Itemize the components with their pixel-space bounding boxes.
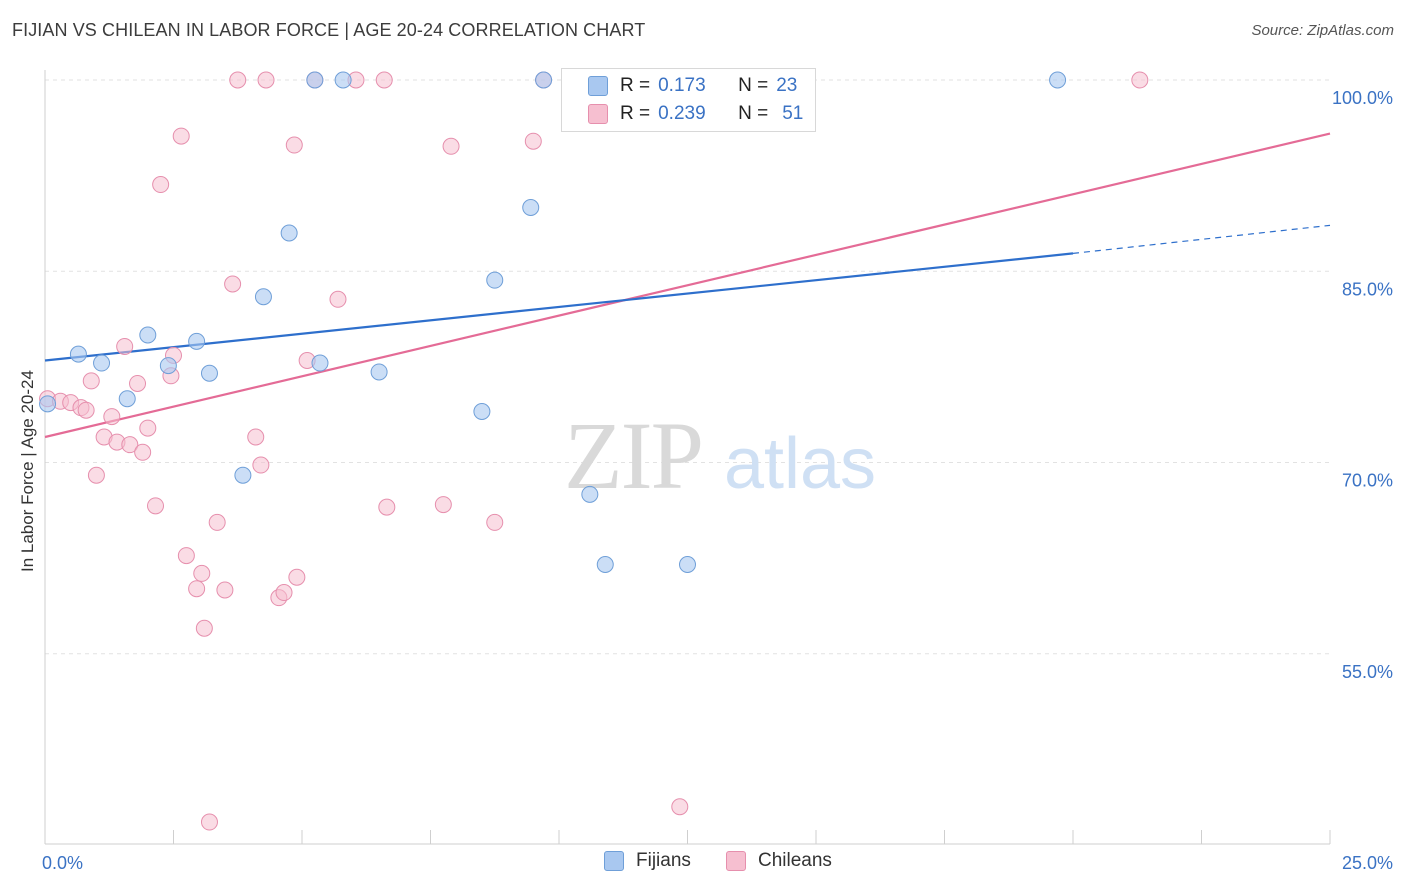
fijians-point	[200, 364, 218, 382]
chileans-point	[208, 513, 226, 531]
chart-title: FIJIAN VS CHILEAN IN LABOR FORCE | AGE 2…	[12, 20, 646, 40]
chileans-point	[247, 428, 265, 446]
fijians-point	[334, 71, 352, 89]
chileans-point	[375, 71, 393, 89]
chileans-point	[134, 443, 152, 461]
chileans-point	[224, 275, 242, 293]
chileans-point	[147, 497, 165, 515]
chileans-n-value: 51	[782, 103, 804, 124]
chileans-point	[172, 127, 190, 145]
correlation-legend: R = 0.173 N = 23 R = 0.239 N = 51	[561, 68, 816, 132]
chileans-point	[103, 408, 121, 426]
fijians-point	[370, 363, 388, 381]
chileans-point	[257, 71, 275, 89]
chileans-legend-row: R = 0.239 N = 51	[620, 102, 803, 126]
fijians-point	[1049, 71, 1067, 89]
chileans-point	[1131, 71, 1149, 89]
chileans-point	[116, 337, 134, 355]
y-tick-labels: 100.0% 85.0% 70.0% 55.0%	[1332, 88, 1393, 682]
y-axis-label: In Labor Force | Age 20-24	[18, 370, 37, 572]
fijians-point	[581, 485, 599, 503]
chileans-point	[229, 71, 247, 89]
fijians-trend-extension	[1072, 224, 1331, 254]
chileans-point	[82, 372, 100, 390]
chileans-swatch	[588, 104, 608, 124]
y-tick-label: 85.0%	[1342, 279, 1393, 299]
fijians-point	[69, 345, 87, 363]
y-tick-label: 100.0%	[1332, 88, 1393, 108]
chileans-point	[378, 498, 396, 516]
fijians-point	[280, 224, 298, 242]
chileans-point	[121, 436, 139, 454]
fijians-point	[473, 403, 491, 420]
fijians-legend-row: R = 0.173 N = 23	[620, 74, 797, 98]
fijians-points	[39, 71, 1067, 573]
chileans-point	[87, 466, 105, 484]
fijians-point	[679, 556, 696, 573]
chileans-r-value: 0.239	[658, 103, 706, 124]
fijians-point	[311, 354, 329, 372]
fijians-point	[306, 71, 324, 89]
fijians-point	[139, 326, 157, 344]
fijians-swatch	[588, 76, 608, 96]
chileans-point	[329, 290, 347, 308]
fijians-point	[159, 357, 177, 375]
chileans-point	[524, 132, 542, 150]
chileans-trend-line	[44, 132, 1331, 439]
chileans-point	[252, 456, 270, 474]
fijians-r-value: 0.173	[658, 75, 706, 96]
series-legend: Fijians Chileans	[0, 850, 1406, 878]
fijians-point	[234, 466, 252, 484]
fijians-n-value: 23	[776, 75, 798, 96]
fijians-point	[535, 71, 553, 89]
fijians-point	[254, 288, 272, 306]
chileans-point	[139, 419, 157, 437]
chileans-point	[216, 581, 234, 599]
fijians-point	[596, 556, 614, 573]
legend-chileans-label: Chileans	[758, 850, 832, 871]
chileans-point	[486, 513, 504, 531]
chileans-point	[671, 798, 689, 816]
chileans-point	[275, 584, 293, 602]
chileans-point	[285, 136, 303, 154]
y-tick-label: 55.0%	[1342, 662, 1393, 682]
y-tick-label: 70.0%	[1342, 471, 1393, 491]
fijians-trend-line	[44, 252, 1074, 362]
chileans-point	[193, 564, 211, 582]
fijians-point	[486, 271, 504, 289]
fijians-point	[522, 199, 540, 216]
legend-chileans-swatch	[726, 851, 746, 871]
axes	[44, 70, 1331, 845]
legend-fijians-label: Fijians	[636, 850, 691, 871]
legend-item-chileans[interactable]: Chileans	[726, 850, 832, 872]
fijians-point	[118, 390, 136, 408]
fijians-point	[93, 354, 111, 372]
legend-fijians-swatch	[604, 851, 624, 871]
chileans-point	[434, 496, 452, 514]
source-credit: Source: ZipAtlas.com	[1251, 22, 1394, 39]
x-tick-label: 0.0%	[42, 853, 83, 873]
trend-lines	[44, 132, 1331, 439]
watermark: ZIP atlas	[564, 402, 876, 509]
chileans-point	[288, 568, 306, 586]
chileans-point	[177, 547, 195, 565]
fijians-point	[39, 395, 57, 413]
fijians-n-label: N =	[738, 75, 769, 96]
legend-item-fijians[interactable]: Fijians	[604, 850, 691, 872]
chileans-n-label: N =	[738, 103, 769, 124]
watermark-atlas: atlas	[724, 424, 876, 504]
chileans-r-label: R =	[620, 103, 651, 124]
chileans-point	[152, 176, 170, 194]
chileans-point	[442, 137, 460, 155]
fijians-point	[188, 332, 206, 350]
chileans-point	[200, 813, 218, 831]
chileans-point	[188, 580, 206, 598]
chileans-point	[129, 374, 147, 392]
chileans-point	[77, 401, 95, 419]
x-tick-label: 25.0%	[1342, 853, 1393, 873]
x-tick-labels: 0.0% 25.0%	[42, 853, 1393, 873]
chileans-point	[195, 619, 213, 637]
fijians-r-label: R =	[620, 75, 651, 96]
